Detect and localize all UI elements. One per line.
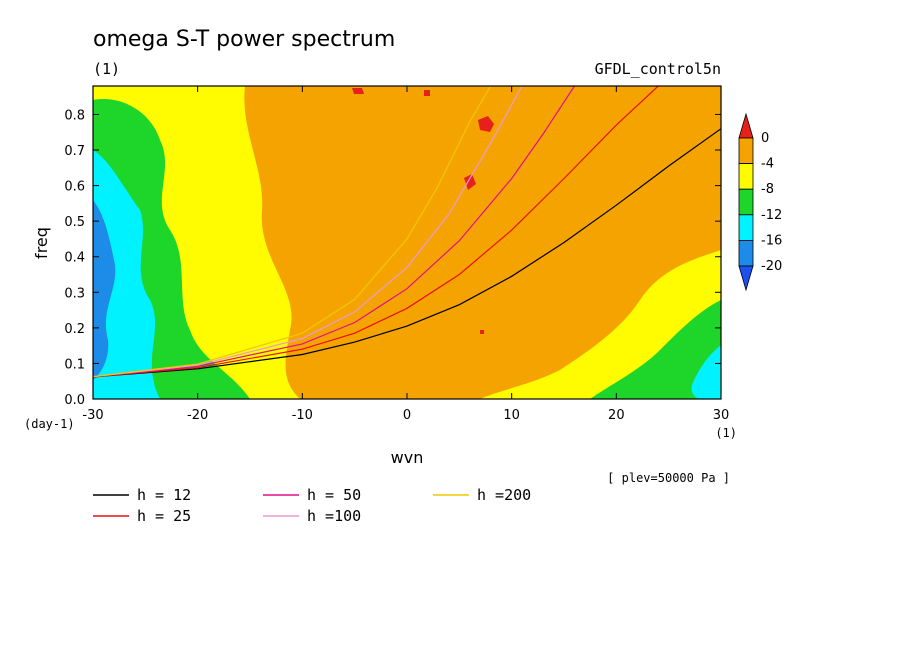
contour-field-cyan-east [691,345,721,399]
y-axis-label: freq [32,227,51,259]
colorbar-label: -20 [761,259,782,274]
y-tick-label: 0.1 [64,357,85,372]
y-axis: 0.0 0.1 0.2 0.3 0.4 0.5 0.6 0.7 0.8 [64,108,721,408]
colorbar-bottom-arrow [738,265,754,292]
colorbar: 0 -4 -8 -12 -16 -20 [738,112,782,292]
curve-2 [93,86,576,378]
curve-4 [93,86,492,378]
y-units-label: (day-1) [24,417,75,431]
contour-field-cyan-west [93,150,160,399]
x-tick-label: 30 [713,408,730,423]
contour-field-red-3 [352,88,364,94]
y-tick-label: 0.7 [64,144,85,159]
contour-field-red-5 [480,330,484,334]
colorbar-swatch [738,239,754,267]
subtitle-model: GFDL_control5n [595,60,721,78]
colorbar-label: -4 [761,157,774,172]
y-tick-label: 0.3 [64,286,85,301]
contour-field-green-east [590,300,721,399]
contour-field-blue-west [93,200,116,380]
colorbar-label: -12 [761,208,782,223]
x-axis: -30 -20 -10 0 10 20 30 [82,86,729,423]
pressure-annotation: [ plev=50000 Pa ] [607,471,730,485]
curve-3 [93,86,523,378]
x-tick-label: -20 [187,408,208,423]
legend-label: h = 50 [307,486,361,504]
y-tick-label: 0.0 [64,393,85,408]
x-tick-label: -10 [292,408,313,423]
x-units-label: (1) [715,426,737,440]
colorbar-label: 0 [761,131,769,146]
dispersion-curves [93,86,721,378]
curve-0 [93,128,721,378]
colorbar-swatch [738,163,754,190]
subtitle-units: (1) [93,60,120,78]
colorbar-swatch [738,214,754,241]
x-tick-label: 0 [403,408,411,423]
colorbar-label: -8 [761,182,774,197]
y-tick-label: 0.6 [64,180,85,195]
legend-label: h = 25 [137,507,191,525]
curve-1 [93,86,659,378]
contour-field-red-4 [424,90,430,96]
contour-field-red-1 [478,116,494,132]
y-tick-label: 0.8 [64,108,85,123]
y-tick-label: 0.5 [64,215,85,230]
x-tick-label: 10 [503,408,520,423]
x-tick-label: 20 [608,408,625,423]
x-tick-label: -30 [82,408,103,423]
legend-label: h =200 [477,486,531,504]
colorbar-top-arrow [738,112,754,139]
colorbar-swatch [738,188,754,216]
x-axis-label: wvn [391,448,424,467]
legend: h = 12 h = 25 h = 50 h =100 h =200 [93,486,531,525]
chart-title: omega S-T power spectrum [93,27,395,52]
y-tick-label: 0.4 [64,251,85,266]
colorbar-swatch [738,137,754,165]
colorbar-label: -16 [761,233,782,248]
contour-field-red-2 [464,174,476,190]
y-tick-label: 0.2 [64,322,85,337]
plot-area [93,86,721,399]
legend-label: h =100 [307,507,361,525]
legend-label: h = 12 [137,486,191,504]
